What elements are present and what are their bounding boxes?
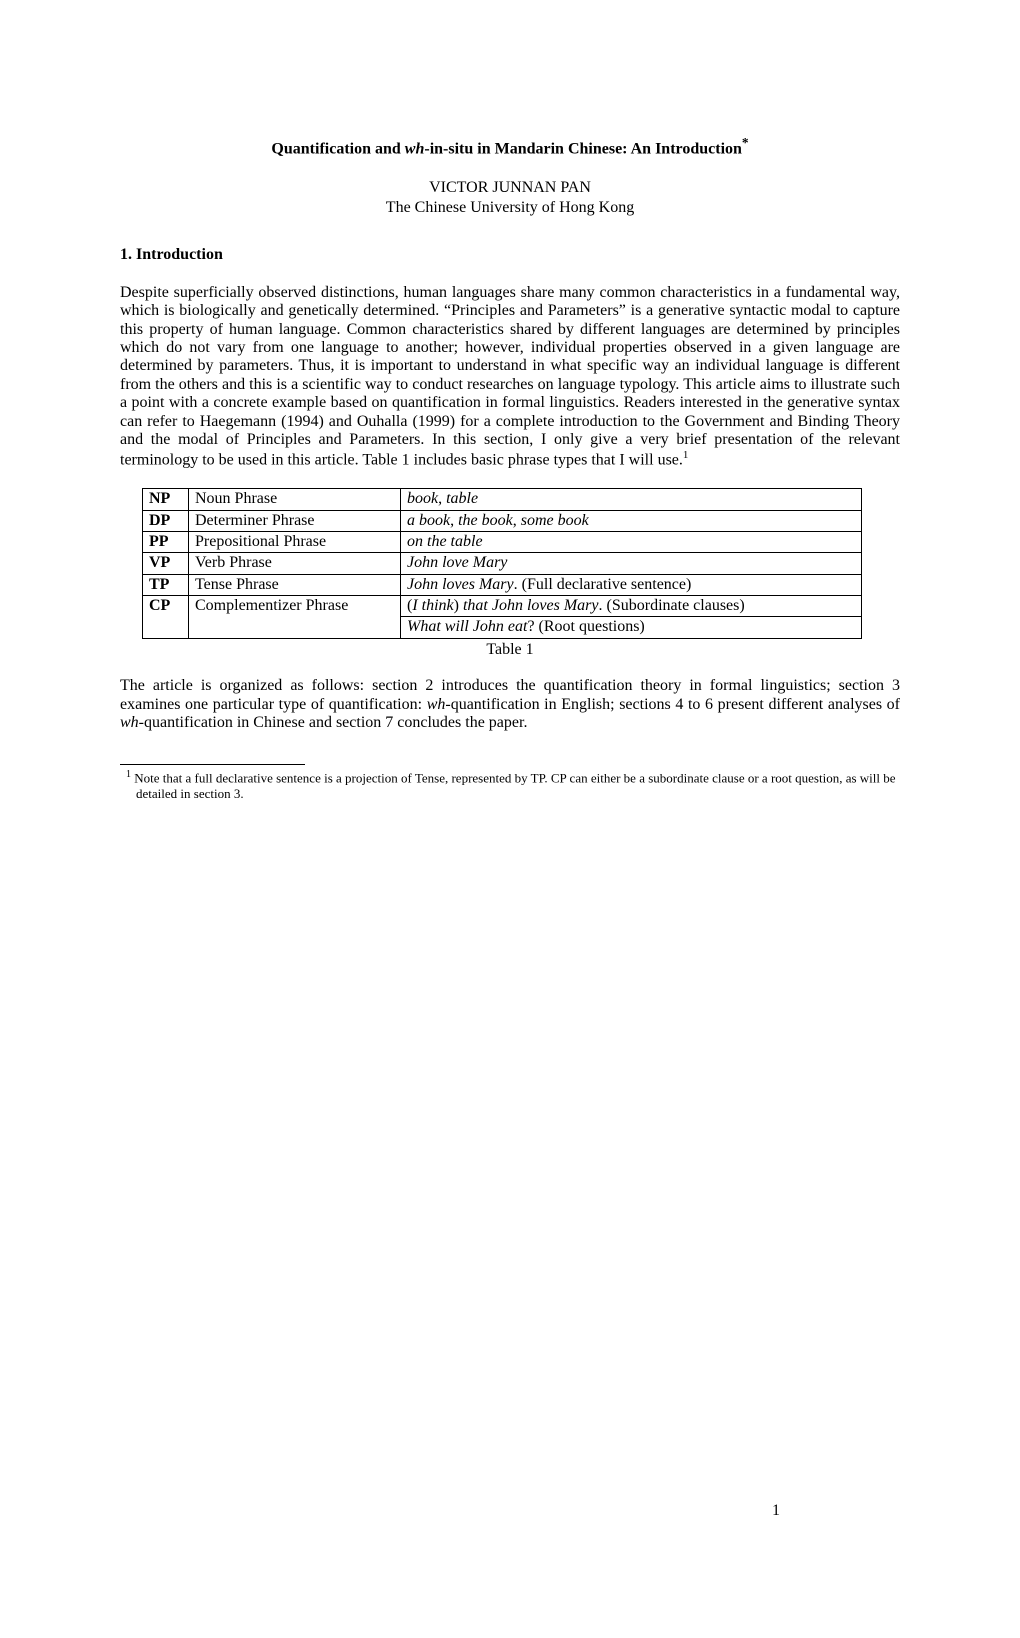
- label-cell: Noun Phrase: [189, 489, 401, 510]
- label-cell: Determiner Phrase: [189, 510, 401, 531]
- table-row: VP Verb Phrase John love Mary: [143, 553, 862, 574]
- abbrev-cell: PP: [143, 531, 189, 552]
- abbrev-cell: DP: [143, 510, 189, 531]
- abbrev-cell: NP: [143, 489, 189, 510]
- paragraph-outline: The article is organized as follows: sec…: [120, 677, 900, 732]
- example-cell: John love Mary: [401, 553, 862, 574]
- abbrev-cell: CP: [143, 596, 189, 639]
- phrase-types-table: NP Noun Phrase book, table DP Determiner…: [142, 488, 862, 639]
- abbrev-cell: VP: [143, 553, 189, 574]
- label-cell: Prepositional Phrase: [189, 531, 401, 552]
- section-heading: 1. Introduction: [120, 246, 900, 264]
- example-cell: What will John eat? (Root questions): [401, 617, 862, 638]
- label-cell: Tense Phrase: [189, 574, 401, 595]
- page-number: 1: [772, 1502, 780, 1520]
- example-cell: book, table: [401, 489, 862, 510]
- table-row: TP Tense Phrase John loves Mary. (Full d…: [143, 574, 862, 595]
- example-cell: (I think) that John loves Mary. (Subordi…: [401, 596, 862, 617]
- document-title: Quantification and wh-in-situ in Mandari…: [120, 135, 900, 159]
- label-cell: Verb Phrase: [189, 553, 401, 574]
- paragraph-intro: Despite superficially observed distincti…: [120, 284, 900, 470]
- example-cell: a book, the book, some book: [401, 510, 862, 531]
- example-cell: John loves Mary. (Full declarative sente…: [401, 574, 862, 595]
- table-row: PP Prepositional Phrase on the table: [143, 531, 862, 552]
- table-caption: Table 1: [120, 641, 900, 659]
- table-row: DP Determiner Phrase a book, the book, s…: [143, 510, 862, 531]
- abbrev-cell: TP: [143, 574, 189, 595]
- footnote-separator: [120, 764, 305, 765]
- example-cell: on the table: [401, 531, 862, 552]
- author-affiliation: The Chinese University of Hong Kong: [120, 199, 900, 217]
- label-cell: Complementizer Phrase: [189, 596, 401, 639]
- footnote: 1 Note that a full declarative sentence …: [120, 769, 900, 802]
- table-row: CP Complementizer Phrase (I think) that …: [143, 596, 862, 617]
- table-row: NP Noun Phrase book, table: [143, 489, 862, 510]
- author-name: VICTOR JUNNAN PAN: [120, 179, 900, 197]
